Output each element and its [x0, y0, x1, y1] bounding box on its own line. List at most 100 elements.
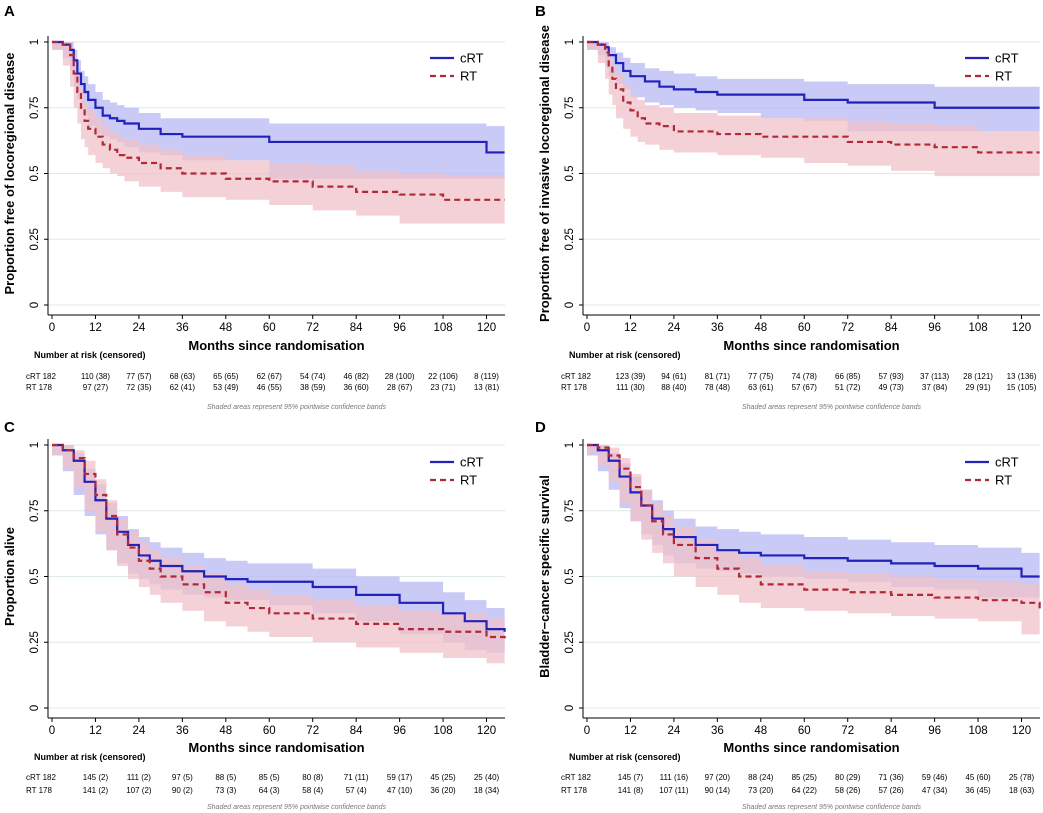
legend-label-rt: RT [460, 473, 477, 488]
x-tick-label: 72 [841, 725, 854, 737]
risk-table-title: Number at risk (censored) [34, 350, 146, 360]
risk-cell: 22 (106) [428, 372, 458, 381]
risk-cell: 15 (105) [1007, 383, 1037, 392]
risk-cell: 111 (16) [660, 773, 689, 782]
risk-cell: 94 (61) [661, 372, 687, 381]
risk-cell: 51 (72) [835, 383, 861, 392]
risk-cell: 97 (27) [83, 383, 109, 392]
y-tick-label: 0.25 [564, 631, 576, 653]
ci-band-crt [52, 445, 505, 653]
legend: cRT RT [430, 455, 484, 488]
risk-cell: 88 (24) [748, 773, 774, 782]
risk-cell: 141 (8) [618, 786, 644, 795]
risk-cell: 72 (35) [126, 383, 152, 392]
x-tick-label: 36 [711, 725, 724, 737]
legend-label-rt: RT [460, 69, 477, 84]
x-tick-label: 0 [584, 725, 590, 737]
legend: cRT RT [965, 51, 1019, 84]
x-tick-label: 48 [219, 322, 232, 334]
y-tick-label: 0.5 [564, 166, 576, 182]
y-tick-label: 1 [29, 442, 41, 448]
series-line-crt [52, 40, 505, 154]
risk-cell: 28 (100) [385, 372, 415, 381]
risk-cell: 57 (93) [878, 372, 904, 381]
risk-cell: 13 (136) [1007, 372, 1037, 381]
y-tick-label: 0.25 [29, 228, 41, 250]
x-tick-label: 120 [477, 322, 496, 334]
risk-cell: 36 (45) [965, 786, 991, 795]
risk-cell: 28 (67) [387, 383, 413, 392]
risk-cell: 47 (34) [922, 786, 948, 795]
x-tick-label: 0 [49, 725, 55, 737]
y-tick-label: 0.25 [29, 631, 41, 653]
risk-cell: 37 (113) [920, 372, 950, 381]
x-axis-label: Months since randomisation [188, 338, 364, 353]
risk-cell: 111 (30) [616, 383, 645, 392]
y-tick-label: 1 [564, 442, 576, 448]
ci-band-crt [587, 42, 1040, 132]
risk-row-label: RT 178 [26, 383, 52, 392]
risk-cell: 123 (39) [616, 372, 646, 381]
risk-row-label: cRT 182 [26, 773, 56, 782]
x-tick-label: 48 [754, 725, 767, 737]
risk-cell: 85 (5) [259, 773, 280, 782]
risk-cell: 74 (78) [792, 372, 818, 381]
series-line-rt [52, 40, 505, 201]
panel-letter: C [4, 419, 15, 436]
x-tick-label: 12 [89, 322, 102, 334]
x-tick-label: 48 [754, 322, 767, 334]
legend: cRT RT [965, 455, 1019, 488]
legend-label-crt: cRT [995, 455, 1019, 470]
x-tick-label: 108 [968, 322, 987, 334]
risk-row-label: cRT 182 [561, 372, 591, 381]
ci-band-rt [587, 445, 1040, 635]
risk-cell: 54 (74) [300, 372, 326, 381]
ci-band-rt [52, 42, 505, 224]
x-tick-label: 60 [798, 725, 811, 737]
risk-cell: 88 (5) [215, 773, 236, 782]
risk-cell: 29 (91) [965, 383, 991, 392]
panel-b: B 0 0.25 0.5 0.75 1 0 12 24 36 48 60 72 84 96 108 120 Mon… [535, 3, 1040, 411]
y-axis-label: Proportion free of invasive locoregional… [537, 25, 552, 322]
legend-label-crt: cRT [460, 51, 484, 66]
risk-table-title: Number at risk (censored) [34, 752, 146, 762]
risk-cell: 97 (5) [172, 773, 193, 782]
risk-cell: 53 (49) [213, 383, 239, 392]
risk-cell: 81 (71) [705, 372, 731, 381]
risk-cell: 80 (8) [302, 773, 323, 782]
x-tick-label: 96 [928, 322, 941, 334]
legend-label-rt: RT [995, 69, 1012, 84]
y-tick-label: 0 [564, 302, 576, 308]
x-tick-label: 84 [885, 725, 898, 737]
risk-cell: 78 (48) [705, 383, 731, 392]
risk-cell: 97 (20) [705, 773, 731, 782]
y-tick-label: 0.75 [564, 97, 576, 119]
x-tick-label: 84 [350, 322, 363, 334]
panel-c: C 0 0.25 0.5 0.75 1 0 12 24 36 48 60 72 84 96 108 120 Mon… [2, 419, 506, 811]
x-tick-label: 72 [841, 322, 854, 334]
risk-cell: 37 (84) [922, 383, 948, 392]
risk-cell: 23 (71) [430, 383, 456, 392]
series-line-rt [587, 443, 1041, 611]
risk-row-label: cRT 182 [561, 773, 591, 782]
x-tick-label: 24 [668, 322, 681, 334]
risk-cell: 57 (67) [792, 383, 818, 392]
risk-cell: 58 (26) [835, 786, 861, 795]
risk-cell: 47 (10) [387, 786, 413, 795]
y-tick-label: 0.75 [29, 500, 41, 522]
y-tick-label: 1 [564, 39, 576, 45]
risk-cell: 85 (25) [792, 773, 818, 782]
y-tick-label: 0.75 [29, 97, 41, 119]
risk-cell: 73 (3) [215, 786, 236, 795]
risk-cell: 62 (67) [257, 372, 283, 381]
x-tick-label: 60 [263, 322, 276, 334]
risk-cell: 66 (85) [835, 372, 861, 381]
risk-cell: 107 (11) [659, 786, 689, 795]
x-tick-label: 36 [711, 322, 724, 334]
legend-label-crt: cRT [995, 51, 1019, 66]
x-tick-label: 84 [885, 322, 898, 334]
x-tick-label: 36 [176, 725, 189, 737]
panel-letter: D [535, 419, 546, 436]
risk-cell: 28 (121) [963, 372, 993, 381]
